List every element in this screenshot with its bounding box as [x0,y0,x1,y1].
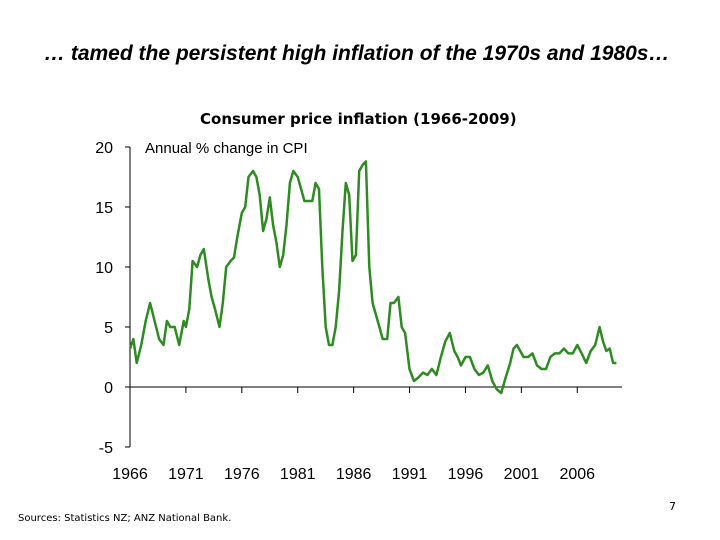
y-tick-label: 5 [104,320,113,337]
x-tick-label: 1981 [280,466,316,483]
y-tick-label: 10 [95,260,113,277]
series-line-cpi [128,160,617,395]
slide-title: … tamed the persistent high inflation of… [44,42,670,65]
y-tick-label: -5 [99,440,113,457]
x-tick-label: 1976 [224,466,260,483]
x-tick-label: 1986 [336,466,372,483]
x-axis-ticks: 1966 1971 1976 1981 1986 1991 1996 2001 2006 [112,387,595,483]
x-tick-label: 1971 [168,466,204,483]
y-axis-ticks: 20 15 10 5 0 -5 [95,140,130,457]
x-tick-label: 2001 [504,466,540,483]
y-tick-label: 15 [95,200,113,217]
x-tick-label: 1996 [448,466,484,483]
sources-note: Sources: Statistics NZ; ANZ National Ban… [18,513,232,524]
page-number: 7 [669,500,676,513]
y-tick-label: 20 [95,140,113,157]
x-tick-label: 2006 [559,466,595,483]
y-tick-label: 0 [104,380,113,397]
chart-title: Consumer price inflation (1966-2009) [200,110,517,128]
y-axis-label: Annual % change in CPI [145,140,308,157]
x-tick-label: 1991 [392,466,428,483]
x-tick-label: 1966 [112,466,148,483]
